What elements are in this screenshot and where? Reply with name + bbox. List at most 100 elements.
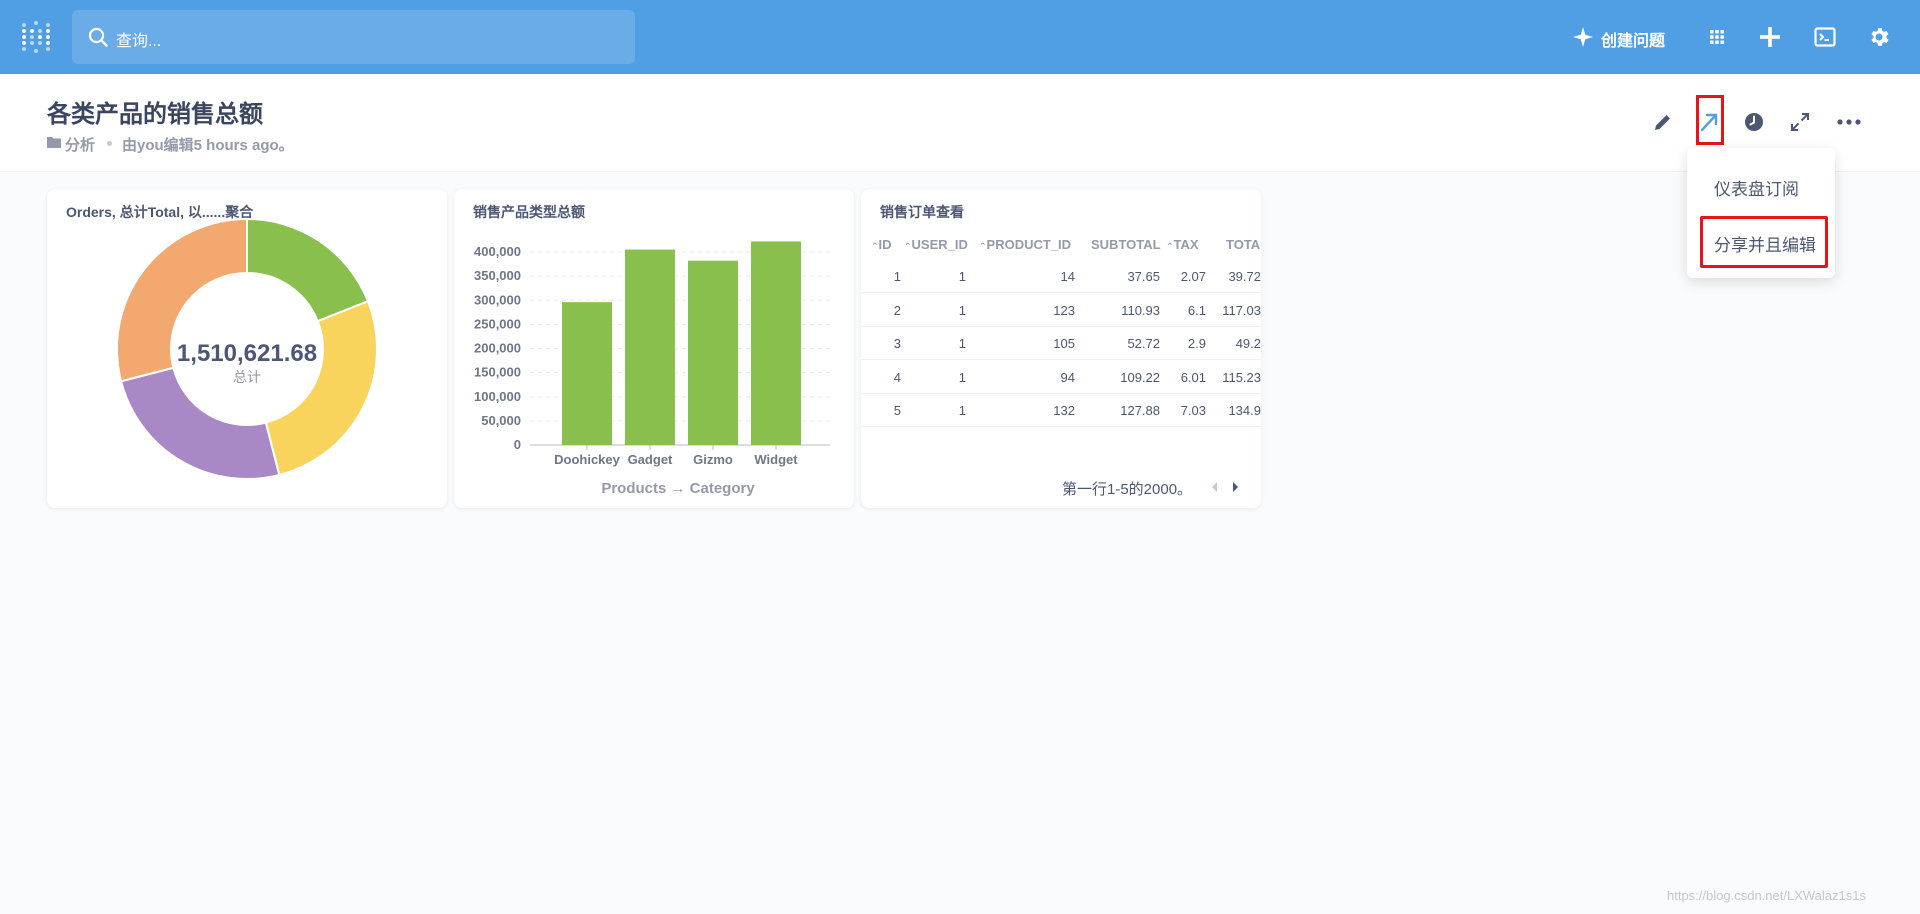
bar-doohickey[interactable] <box>562 302 612 445</box>
metabase-logo[interactable] <box>20 19 52 55</box>
column-header-product-id[interactable]: ⌃PRODUCT_ID <box>979 237 1072 252</box>
table-cell: 37.65 <box>1127 269 1160 284</box>
table-row[interactable]: 2 1 123 110.93 6.1 117.03 <box>861 293 1261 327</box>
table-cell: 3 <box>893 336 901 351</box>
table-cell: 6.01 <box>1180 369 1206 385</box>
donut-total-label: 总计 <box>233 369 261 385</box>
donut-slice[interactable] <box>116 217 248 383</box>
table-cell: 2 <box>893 302 901 318</box>
more-options-button[interactable] <box>1830 105 1864 139</box>
bar-chart-card[interactable]: 销售产品类型总额 Products → Category 400,000 350,… <box>454 189 854 508</box>
search-icon <box>88 27 108 47</box>
donut-chart: 1,510,621.68 总计 <box>116 217 378 480</box>
folder-icon <box>47 137 61 148</box>
table-cell: 1 <box>958 369 966 385</box>
table-cell: 14 <box>1060 269 1075 284</box>
table-cell: 123 <box>1053 302 1075 318</box>
column-header-tax[interactable]: ⌃TAX <box>1166 237 1199 252</box>
settings-button[interactable] <box>1861 19 1897 55</box>
table-cell: 94 <box>1060 369 1075 385</box>
x-tick-label: Widget <box>754 452 798 467</box>
pencil-icon <box>1655 115 1670 130</box>
y-tick-label: 400,000 <box>474 244 521 259</box>
y-tick-label: 350,000 <box>474 268 521 283</box>
menu-item-dashboard-subscription[interactable]: 仪表盘订阅 <box>1714 180 1799 199</box>
ellipsis-icon <box>1837 119 1861 125</box>
table-cell: 110.93 <box>1121 302 1160 318</box>
sql-editor-button[interactable] <box>1807 19 1843 55</box>
table-row[interactable]: 3 1 105 52.72 2.9 49.2 <box>861 326 1261 360</box>
column-header-total[interactable]: TOTA <box>1226 237 1261 252</box>
column-header-id[interactable]: ⌃ID <box>871 237 892 252</box>
donut-slice[interactable] <box>119 366 281 480</box>
x-tick-label: Doohickey <box>554 452 621 467</box>
donut-slice[interactable] <box>264 299 378 477</box>
next-page-icon[interactable] <box>1230 481 1240 493</box>
table-cell: 1 <box>958 302 966 318</box>
bar-chart: Products → Category 400,000 350,000 300,00… <box>474 241 830 497</box>
table-cell: 1 <box>958 336 966 351</box>
terminal-icon <box>1814 27 1836 47</box>
bar-gadget[interactable] <box>625 249 675 445</box>
x-tick-label: Gizmo <box>693 452 733 467</box>
y-tick-label: 250,000 <box>474 316 521 331</box>
table-cell: 49.2 <box>1235 336 1261 351</box>
page-title: 各类产品的销售总额 <box>47 101 263 128</box>
dashboard-header: 各类产品的销售总额 分析 由you编辑5 hours ago。 <box>0 74 1920 172</box>
search-bar[interactable]: 查询... <box>72 10 635 64</box>
previous-page-icon[interactable] <box>1210 481 1220 493</box>
table-card[interactable]: 销售订单查看 ⌃ID ⌃USER_ID ⌃PRODUCT_ID SUBTOTAL… <box>861 189 1261 508</box>
search-placeholder: 查询... <box>116 33 162 50</box>
edit-dashboard-button[interactable] <box>1646 105 1680 139</box>
bar-widget[interactable] <box>751 241 801 445</box>
bar-gizmo[interactable] <box>688 260 738 445</box>
expand-icon <box>1791 113 1809 131</box>
table-cell: 4 <box>893 369 901 385</box>
watermark: https://blog.csdn.net/LXWalaz1s1s <box>1667 888 1866 903</box>
fullscreen-button[interactable] <box>1783 105 1817 139</box>
table-row[interactable]: 4 1 94 109.22 6.01 115.23 <box>861 360 1261 394</box>
apps-grid-button[interactable] <box>1699 19 1735 55</box>
clock-icon <box>1745 113 1763 131</box>
share-button[interactable] <box>1692 105 1726 139</box>
table-row[interactable]: 1 1 14 37.65 2.07 39.72 <box>861 259 1261 293</box>
create-question-label: 创建问题 <box>1601 33 1666 50</box>
new-item-button[interactable] <box>1752 19 1788 55</box>
donut-chart-card[interactable]: Orders, 总计Total, 以......聚合 1,510,621.68 … <box>47 189 447 508</box>
table-cell: 2.07 <box>1180 269 1206 284</box>
pagination-text: 第一行1-5的2000。 <box>1062 481 1193 498</box>
y-tick-label: 200,000 <box>474 341 521 356</box>
column-header-subtotal[interactable]: SUBTOTAL <box>1091 237 1161 252</box>
plus-icon <box>1760 27 1780 47</box>
gear-icon <box>1871 28 1889 46</box>
y-tick-label: 100,000 <box>474 389 521 404</box>
table-cell: 39.72 <box>1228 269 1261 284</box>
share-dropdown-menu: 仪表盘订阅 分享并且编辑 <box>1687 148 1835 278</box>
table-cell: 132 <box>1053 403 1075 418</box>
table-cell: 127.88 <box>1120 403 1160 418</box>
grid-icon <box>1710 30 1724 44</box>
table-cell: 6.1 <box>1187 302 1206 318</box>
revision-history-button[interactable] <box>1737 105 1771 139</box>
table-cell: 1 <box>958 403 966 418</box>
collection-link[interactable]: 分析 <box>65 137 96 154</box>
top-navbar: 查询... 创建问题 <box>0 0 1920 74</box>
table-cell: 1 <box>893 269 901 284</box>
table-cell: 1 <box>958 269 966 284</box>
sparkle-icon <box>1573 27 1593 47</box>
y-tick-label: 150,000 <box>474 365 521 380</box>
share-arrow-icon <box>1700 113 1718 132</box>
column-header-user-id[interactable]: ⌃USER_ID <box>904 237 968 252</box>
table-cell: 105 <box>1053 336 1075 351</box>
menu-item-sharing-and-embedding[interactable]: 分享并且编辑 <box>1714 236 1816 255</box>
card-title: 销售产品类型总额 <box>473 204 585 220</box>
table-row[interactable]: 5 1 132 127.88 7.03 134.9 <box>861 393 1261 427</box>
donut-slice[interactable] <box>246 217 370 323</box>
x-tick-label: Gadget <box>628 452 673 467</box>
donut-total-value: 1,510,621.68 <box>177 340 317 367</box>
y-tick-label: 0 <box>514 437 521 452</box>
table-cell: 117.03 <box>1222 302 1261 318</box>
table-cell: 134.9 <box>1228 403 1261 418</box>
table-cell: 115.23 <box>1222 369 1261 385</box>
y-tick-label: 50,000 <box>481 413 521 428</box>
